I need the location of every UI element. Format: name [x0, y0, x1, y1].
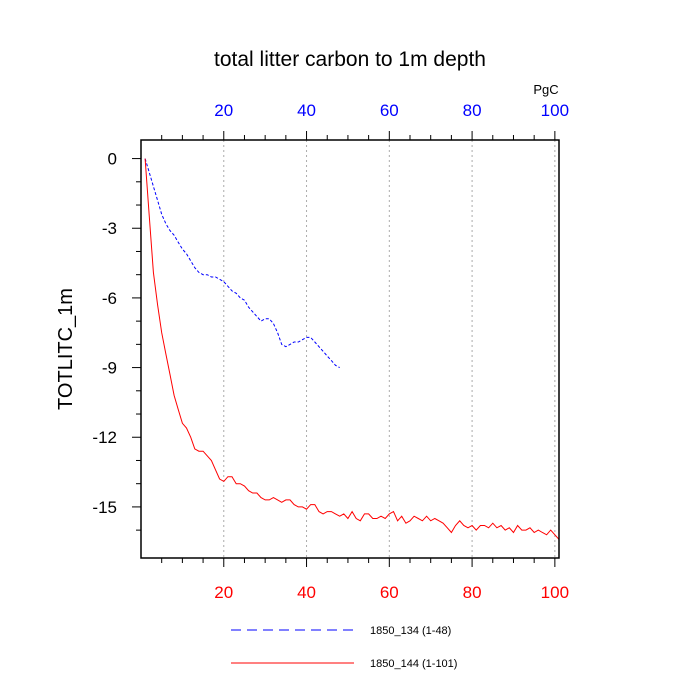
chart-title: total litter carbon to 1m depth	[214, 48, 486, 71]
series-line-1	[144, 158, 340, 369]
y-tick-label: -15	[92, 498, 117, 517]
grid-layer	[223, 140, 556, 558]
ticks-layer	[132, 131, 556, 567]
y-tick-label: -9	[102, 359, 117, 378]
labels-layer: 20 20 40 40 60 60 80 80 100 100 0 -3 -6 -9 -12 -15	[92, 101, 569, 602]
x-tick-label-top: 80	[463, 101, 482, 120]
x-tick-label-bottom: 60	[380, 583, 399, 602]
series-line-2	[144, 158, 560, 540]
y-tick-label: 0	[108, 150, 117, 169]
x-tick-label-top: 100	[541, 101, 569, 120]
legend-label-2: 1850_144 (1-101)	[370, 658, 457, 670]
x-tick-label-top: 40	[297, 101, 316, 120]
x-tick-label-top: 20	[214, 101, 233, 120]
legend-label-1: 1850_134 (1-48)	[370, 625, 451, 637]
y-tick-label: -12	[92, 428, 117, 447]
y-tick-label: -6	[102, 289, 117, 308]
series-layer	[144, 158, 560, 540]
x-tick-label-bottom: 20	[214, 583, 233, 602]
top-axis-unit-label: PgC	[533, 82, 558, 97]
y-tick-label: -3	[102, 219, 117, 238]
x-tick-label-bottom: 80	[463, 583, 482, 602]
x-tick-label-bottom: 40	[297, 583, 316, 602]
legend-layer: 1850_134 (1-48) 1850_144 (1-101)	[231, 625, 457, 670]
y-axis-label: TOTLITC_1m	[55, 288, 77, 410]
x-tick-label-top: 60	[380, 101, 399, 120]
x-tick-label-bottom: 100	[541, 583, 569, 602]
plot-frame	[140, 139, 560, 559]
